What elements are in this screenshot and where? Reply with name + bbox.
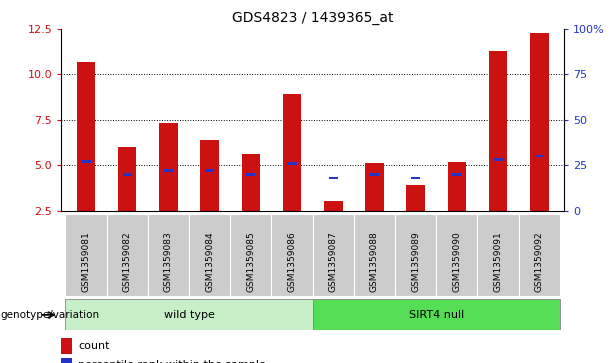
Text: genotype/variation: genotype/variation <box>1 310 100 320</box>
Bar <box>313 214 354 296</box>
Bar <box>452 173 462 176</box>
Text: GSM1359086: GSM1359086 <box>287 231 297 292</box>
Bar <box>370 173 379 176</box>
Bar <box>489 51 508 211</box>
Bar <box>287 162 297 165</box>
Text: wild type: wild type <box>164 310 215 320</box>
Bar <box>406 185 425 211</box>
Bar <box>242 154 260 211</box>
Text: GSM1359082: GSM1359082 <box>123 231 132 292</box>
Bar <box>123 173 132 176</box>
Bar <box>354 214 395 296</box>
Bar <box>436 214 478 296</box>
Bar <box>283 94 302 211</box>
Bar <box>107 214 148 296</box>
Bar <box>164 169 173 172</box>
Text: GSM1359085: GSM1359085 <box>246 231 256 292</box>
Bar <box>324 201 343 211</box>
Title: GDS4823 / 1439365_at: GDS4823 / 1439365_at <box>232 11 394 25</box>
Bar <box>159 123 178 211</box>
Text: GSM1359083: GSM1359083 <box>164 231 173 292</box>
Text: GSM1359091: GSM1359091 <box>493 231 503 292</box>
Bar <box>66 299 313 330</box>
Text: SIRT4 null: SIRT4 null <box>409 310 464 320</box>
Bar <box>478 214 519 296</box>
Bar <box>272 214 313 296</box>
Bar <box>61 338 72 354</box>
Text: GSM1359089: GSM1359089 <box>411 231 420 292</box>
Text: GSM1359088: GSM1359088 <box>370 231 379 292</box>
Bar <box>148 214 189 296</box>
Text: GSM1359084: GSM1359084 <box>205 231 214 292</box>
Bar <box>395 214 436 296</box>
Text: count: count <box>78 341 109 351</box>
Bar <box>230 214 272 296</box>
Bar <box>447 162 466 211</box>
Bar <box>205 169 214 172</box>
Bar <box>329 176 338 179</box>
Text: GSM1359087: GSM1359087 <box>329 231 338 292</box>
Bar <box>535 155 544 158</box>
Bar <box>246 173 256 176</box>
Bar <box>519 214 560 296</box>
Bar <box>365 163 384 211</box>
Text: GSM1359090: GSM1359090 <box>452 231 462 292</box>
Bar <box>82 160 91 163</box>
Bar <box>200 140 219 211</box>
Text: percentile rank within the sample: percentile rank within the sample <box>78 360 266 363</box>
Bar <box>530 33 549 211</box>
Bar <box>189 214 230 296</box>
Bar <box>61 358 72 363</box>
Bar <box>66 214 107 296</box>
Bar <box>77 62 95 211</box>
Text: GSM1359081: GSM1359081 <box>82 231 91 292</box>
Bar <box>411 176 420 179</box>
Bar <box>313 299 560 330</box>
Bar <box>493 158 503 161</box>
Text: GSM1359092: GSM1359092 <box>535 231 544 292</box>
Bar <box>118 147 137 211</box>
